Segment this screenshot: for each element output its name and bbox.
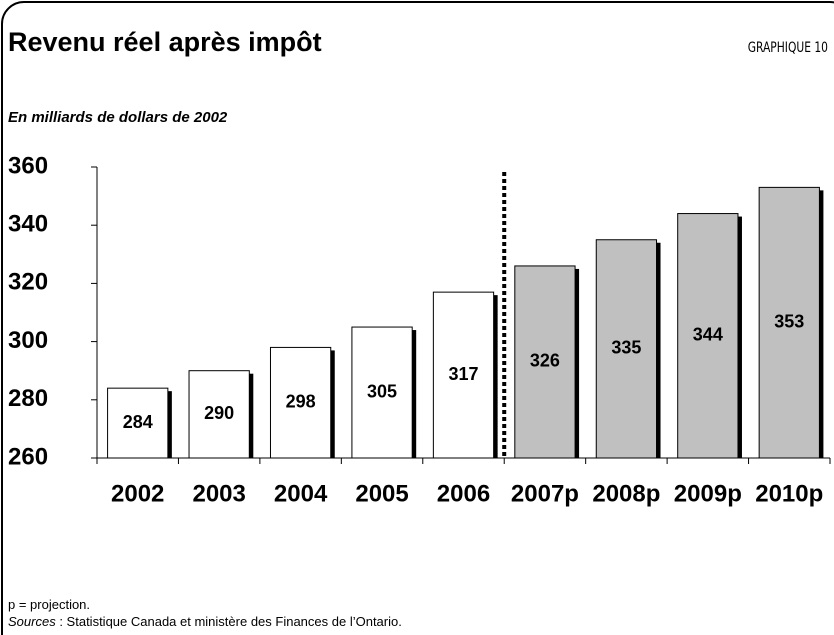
x-tick-label: 2005 <box>355 480 408 507</box>
bar <box>269 346 332 459</box>
y-tick-label: 280 <box>8 385 48 412</box>
value-label: 305 <box>367 381 397 401</box>
chart-subtitle: En milliards de dollars de 2002 <box>8 109 228 126</box>
bar <box>351 326 413 459</box>
value-label: 353 <box>774 311 804 331</box>
value-label: 298 <box>286 391 316 411</box>
y-tick-label: 300 <box>8 327 48 354</box>
x-tick-label: 2002 <box>111 480 164 507</box>
source-label: Sources <box>8 614 56 629</box>
bar <box>107 387 169 459</box>
value-label: 335 <box>611 338 641 358</box>
x-tick-label: 2006 <box>437 480 490 507</box>
y-tick-label: 340 <box>8 211 48 238</box>
x-tick-label: 2003 <box>192 480 245 507</box>
y-tick-label: 260 <box>8 443 48 470</box>
bar <box>758 186 820 459</box>
x-tick-label: 2009p <box>674 480 742 507</box>
bar <box>595 239 658 459</box>
chart-number: GRAPHIQUE 10 <box>748 40 828 56</box>
y-tick-label: 320 <box>8 269 48 296</box>
chart-title: Revenu réel après impôt <box>8 27 322 57</box>
value-label: 326 <box>530 351 560 371</box>
value-label: 344 <box>693 325 723 345</box>
value-label: 317 <box>448 364 478 384</box>
x-tick-label: 2004 <box>274 480 328 507</box>
source-text: : Statistique Canada et ministère des Fi… <box>59 614 402 629</box>
note: p = projection. <box>8 597 91 612</box>
value-label: 290 <box>204 403 234 423</box>
value-label: 284 <box>123 412 153 432</box>
bar <box>677 213 739 459</box>
bar <box>432 291 495 459</box>
x-tick-label: 2010p <box>755 480 823 507</box>
x-tick-label: 2008p <box>592 480 660 507</box>
bar <box>514 265 576 459</box>
bar <box>188 370 250 459</box>
x-tick-label: 2007p <box>511 480 579 507</box>
source: Sources : Statistique Canada et ministèr… <box>8 614 402 629</box>
y-tick-label: 360 <box>8 152 48 179</box>
